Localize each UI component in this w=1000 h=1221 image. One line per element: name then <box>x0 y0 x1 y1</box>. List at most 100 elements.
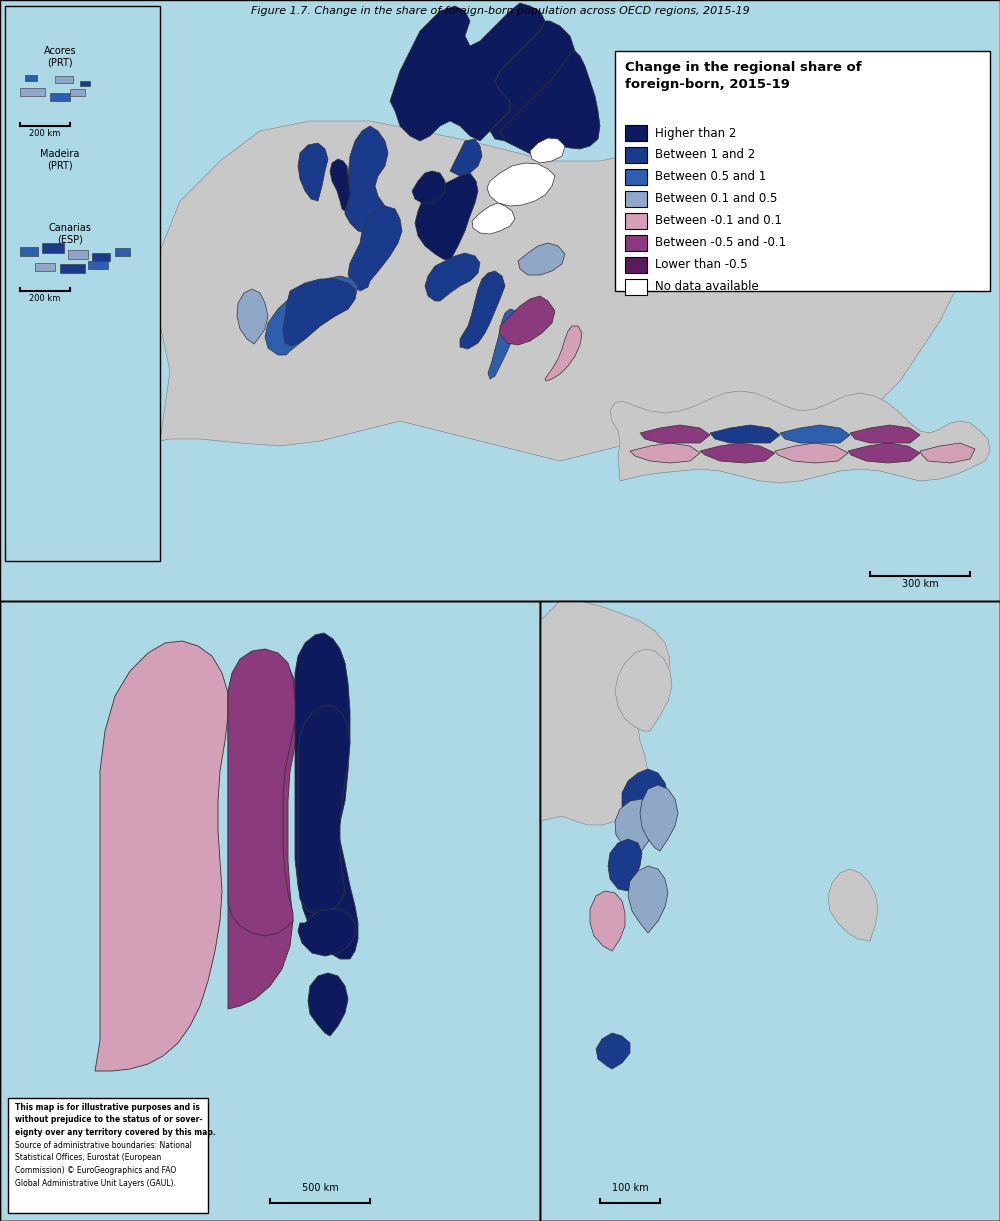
Polygon shape <box>345 126 388 233</box>
Bar <box>625 280 647 295</box>
Polygon shape <box>540 601 670 825</box>
Polygon shape <box>630 443 700 463</box>
Text: This map is for illustrative purposes and is
without prejudice to the status of : This map is for illustrative purposes an… <box>15 1103 216 1137</box>
Text: 300 km: 300 km <box>902 579 938 589</box>
Polygon shape <box>472 203 515 234</box>
Bar <box>625 190 647 208</box>
Polygon shape <box>265 276 358 355</box>
Bar <box>68 250 88 259</box>
Text: Between -0.1 and 0.1: Between -0.1 and 0.1 <box>655 215 782 227</box>
Bar <box>20 88 45 96</box>
Polygon shape <box>545 326 582 381</box>
Polygon shape <box>237 289 268 344</box>
Polygon shape <box>700 443 775 463</box>
Text: 100 km: 100 km <box>612 1183 648 1193</box>
Polygon shape <box>490 21 575 156</box>
Bar <box>8 1098 208 1212</box>
Polygon shape <box>780 425 850 443</box>
Bar <box>70 89 85 96</box>
Bar <box>80 81 90 85</box>
Text: 500 km: 500 km <box>302 1183 338 1193</box>
Polygon shape <box>298 706 350 915</box>
Bar <box>615 51 990 291</box>
Text: Change in the regional share of
foreign-born, 2015-19: Change in the regional share of foreign-… <box>625 61 862 92</box>
Polygon shape <box>850 425 920 443</box>
Bar <box>92 253 110 261</box>
Bar <box>35 263 55 271</box>
Polygon shape <box>710 425 780 443</box>
Text: Lower than -0.5: Lower than -0.5 <box>655 259 748 271</box>
Polygon shape <box>330 159 350 211</box>
Text: Source of administrative boundaries: National
Statistical Offices, Eurostat (Eur: Source of administrative boundaries: Nat… <box>15 1140 192 1188</box>
Bar <box>0 601 540 1221</box>
Polygon shape <box>155 121 960 462</box>
Polygon shape <box>640 785 678 851</box>
Polygon shape <box>500 295 555 346</box>
Text: Canarias
(ESP): Canarias (ESP) <box>49 223 91 244</box>
Polygon shape <box>283 280 355 346</box>
Polygon shape <box>828 869 878 941</box>
Polygon shape <box>415 173 478 261</box>
Polygon shape <box>590 891 625 951</box>
Text: Between 0.5 and 1: Between 0.5 and 1 <box>655 171 766 183</box>
Polygon shape <box>500 51 600 156</box>
Polygon shape <box>596 1033 630 1070</box>
Polygon shape <box>412 171 445 203</box>
Polygon shape <box>608 839 642 891</box>
Bar <box>5 6 160 560</box>
Polygon shape <box>95 641 228 1071</box>
Bar <box>540 601 1000 1221</box>
Polygon shape <box>615 650 672 731</box>
Bar <box>0 0 1000 601</box>
Bar <box>25 74 37 81</box>
Polygon shape <box>460 271 505 349</box>
Bar <box>540 601 1000 1221</box>
Polygon shape <box>228 650 295 937</box>
Text: 200 km: 200 km <box>29 129 61 138</box>
Text: Higher than 2: Higher than 2 <box>655 127 736 139</box>
Polygon shape <box>920 443 975 463</box>
Text: No data available: No data available <box>655 281 759 293</box>
Bar <box>42 243 64 253</box>
Polygon shape <box>488 309 518 379</box>
Polygon shape <box>530 138 565 162</box>
Bar <box>625 212 647 230</box>
Text: Between 1 and 2: Between 1 and 2 <box>655 149 755 161</box>
Bar <box>625 147 647 162</box>
Text: Acores
(PRT): Acores (PRT) <box>44 46 76 67</box>
Polygon shape <box>298 908 355 956</box>
Text: Figure 1.7. Change in the share of foreign-born population across OECD regions, : Figure 1.7. Change in the share of forei… <box>251 6 749 16</box>
Text: 200 km: 200 km <box>29 294 61 303</box>
Text: Madeira
(PRT): Madeira (PRT) <box>40 149 80 171</box>
Polygon shape <box>228 653 298 1009</box>
Bar <box>625 256 647 274</box>
Bar <box>60 264 85 274</box>
Polygon shape <box>390 2 545 140</box>
Polygon shape <box>615 799 658 856</box>
Bar <box>88 261 108 269</box>
Text: Between 0.1 and 0.5: Between 0.1 and 0.5 <box>655 193 777 205</box>
Bar <box>0 601 540 1221</box>
Bar <box>625 125 647 140</box>
Polygon shape <box>775 443 848 463</box>
Polygon shape <box>487 162 555 206</box>
Polygon shape <box>518 243 565 275</box>
Polygon shape <box>295 632 358 958</box>
Polygon shape <box>298 143 328 201</box>
Bar <box>55 76 73 83</box>
Polygon shape <box>640 425 710 443</box>
Polygon shape <box>425 253 480 302</box>
Polygon shape <box>348 206 402 291</box>
Polygon shape <box>628 866 668 933</box>
Bar <box>115 248 130 256</box>
Polygon shape <box>848 443 920 463</box>
Bar <box>625 234 647 252</box>
Polygon shape <box>0 0 1000 601</box>
Bar <box>50 93 70 101</box>
Text: Between -0.5 and -0.1: Between -0.5 and -0.1 <box>655 237 786 249</box>
Polygon shape <box>610 391 990 484</box>
Polygon shape <box>622 769 668 833</box>
Polygon shape <box>450 139 482 176</box>
Bar <box>20 247 38 256</box>
Polygon shape <box>308 973 348 1035</box>
